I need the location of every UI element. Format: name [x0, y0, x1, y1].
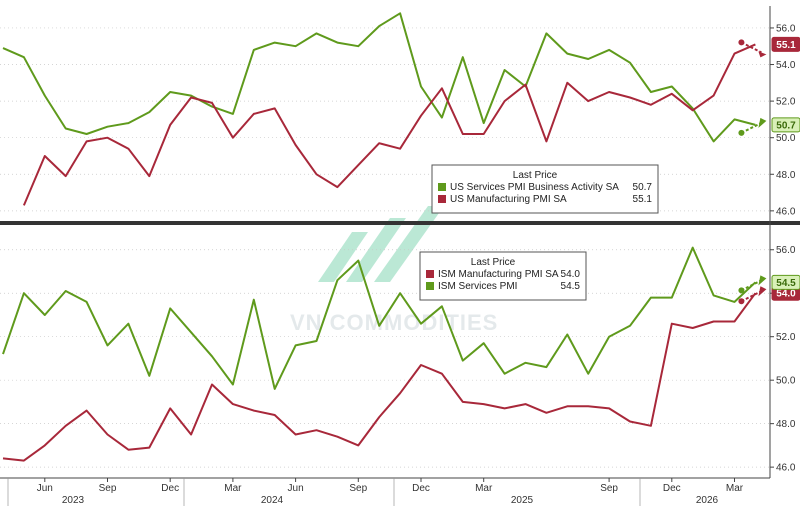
y-tick-label: 56.0 [776, 23, 796, 34]
legend-title: Last Price [513, 170, 558, 181]
svg-text:55.1: 55.1 [776, 40, 796, 51]
last-value-badge: 50.7 [771, 117, 800, 133]
x-year-label: 2025 [511, 495, 534, 506]
x-month-label: Dec [663, 483, 681, 494]
legend-entry-label: US Manufacturing PMI SA [450, 194, 567, 205]
x-year-label: 2024 [261, 495, 284, 506]
trend-arrow-up-icon [738, 117, 767, 136]
legend-entry-label: ISM Manufacturing PMI SA [438, 269, 559, 280]
legend-swatch [438, 183, 446, 191]
x-month-label: Sep [349, 483, 367, 494]
x-month-label: Mar [224, 483, 242, 494]
legend-swatch [426, 282, 434, 290]
series-line-us-services-pmi-business-activity-sa [2, 12, 756, 143]
legend-entry-label: US Services PMI Business Activity SA [450, 182, 619, 193]
x-month-label: Dec [161, 483, 179, 494]
watermark-text: VN COMMODITIES [290, 310, 498, 335]
trend-arrow-down-icon [738, 39, 767, 58]
y-tick-label: 46.0 [776, 463, 796, 474]
x-month-label: Jun [37, 483, 53, 494]
series-layer [2, 12, 757, 462]
panel-divider [0, 221, 800, 225]
series-line-us-manufacturing-pmi-sa [22, 43, 756, 206]
svg-text:54.0: 54.0 [776, 289, 796, 300]
y-tick-label: 46.0 [776, 206, 796, 217]
x-month-label: Sep [600, 483, 618, 494]
legend-entry-label: ISM Services PMI [438, 281, 517, 292]
y-tick-label: 48.0 [776, 170, 796, 181]
y-tick-label: 50.0 [776, 133, 796, 144]
x-month-label: Mar [726, 483, 744, 494]
y-tick-label: 48.0 [776, 419, 796, 430]
svg-text:50.7: 50.7 [776, 120, 796, 131]
axis-layer: 56.0 54.0 52.0 50.0 48.0 46.0 56.0 54.0 52.0 50.0… [0, 6, 800, 506]
grid-layer [0, 27, 770, 468]
last-value-badge: 55.1 [771, 36, 800, 52]
y-tick-label: 52.0 [776, 332, 796, 343]
x-month-label: Dec [412, 483, 430, 494]
legend-swatch [426, 270, 434, 278]
y-tick-label: 54.0 [776, 60, 796, 71]
badge-layer: 50.755.154.054.5 [738, 36, 800, 305]
series-line-ism-services-pmi [2, 246, 757, 390]
legend-swatch [438, 195, 446, 203]
series-line-ism-manufacturing-pmi-sa [2, 292, 757, 462]
y-tick-label: 52.0 [776, 97, 796, 108]
legend-entry-value: 54.0 [561, 269, 581, 280]
y-tick-label: 50.0 [776, 376, 796, 387]
x-month-label: Jun [288, 483, 304, 494]
x-year-label: 2023 [62, 495, 85, 506]
legend-title: Last Price [471, 257, 516, 268]
legend-entry-value: 50.7 [633, 182, 653, 193]
x-year-label: 2026 [696, 495, 719, 506]
x-month-label: Sep [99, 483, 117, 494]
x-month-label: Mar [475, 483, 493, 494]
legend-entry-value: 55.1 [633, 194, 653, 205]
legend-entry-value: 54.5 [561, 281, 581, 292]
y-tick-label: 56.0 [776, 245, 796, 256]
trend-arrow-up-icon [738, 286, 767, 305]
last-value-badge: 54.5 [771, 274, 800, 290]
trend-arrow-up-icon [738, 275, 767, 294]
svg-text:54.5: 54.5 [776, 278, 796, 289]
